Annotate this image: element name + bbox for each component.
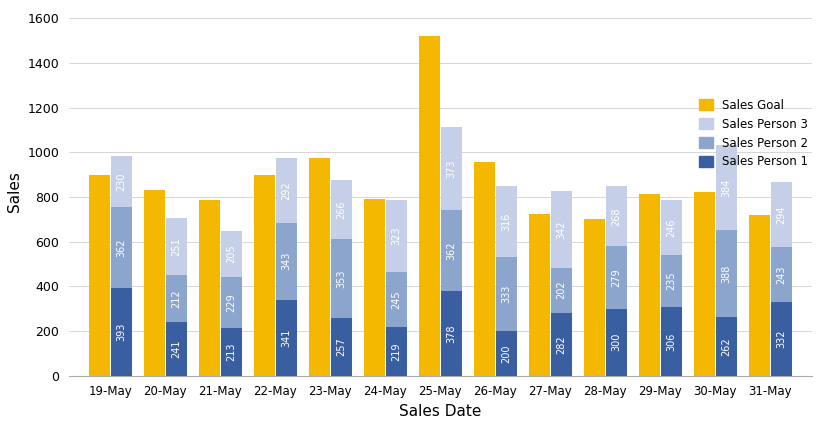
Text: 384: 384 [722,178,731,197]
Bar [551,313,572,376]
Text: 229: 229 [226,293,237,312]
Bar [716,145,737,230]
Bar [716,230,737,317]
Bar [221,328,242,376]
Bar [551,268,572,313]
Text: 241: 241 [171,340,181,358]
Bar [386,200,407,272]
Bar [694,193,715,376]
Bar [771,302,792,376]
Text: 373: 373 [446,159,456,178]
Bar [496,256,517,331]
Text: 205: 205 [226,245,237,263]
Text: 292: 292 [282,181,292,199]
Bar [441,127,462,210]
Bar [529,214,550,376]
Text: 343: 343 [282,252,292,271]
Text: 200: 200 [501,344,511,363]
Bar [386,327,407,376]
Bar [496,186,517,256]
Text: 294: 294 [776,205,786,224]
Bar [276,299,296,376]
Bar [749,215,770,376]
Bar [771,247,792,302]
Text: 341: 341 [282,328,292,347]
Bar [771,181,792,247]
Bar [166,219,187,274]
Bar [661,200,681,255]
Bar [419,36,440,376]
Text: 246: 246 [667,218,676,236]
Bar [144,190,165,376]
Text: 333: 333 [501,285,511,303]
Bar [474,162,495,376]
Text: 230: 230 [116,172,126,190]
Text: 362: 362 [116,238,126,257]
Bar [166,274,187,322]
Text: 219: 219 [391,342,401,360]
Bar [331,180,352,239]
Bar [111,288,132,376]
Text: 362: 362 [446,242,456,260]
Bar [221,231,242,277]
Text: 323: 323 [391,227,401,245]
Bar [441,210,462,291]
Text: 353: 353 [337,270,346,288]
Bar [276,158,296,223]
Bar [89,175,110,376]
Text: 393: 393 [116,322,126,341]
Bar [111,155,132,207]
Text: 243: 243 [776,265,786,284]
Text: 202: 202 [556,281,567,299]
Text: 316: 316 [501,212,511,230]
Y-axis label: Sales: Sales [7,171,22,212]
Bar [364,199,385,376]
Text: 266: 266 [337,201,346,219]
Bar [331,239,352,318]
Bar [221,277,242,328]
Text: 388: 388 [722,265,731,283]
Bar [661,255,681,308]
Text: 268: 268 [611,207,622,226]
Text: 300: 300 [611,333,622,351]
Text: 342: 342 [556,220,567,239]
X-axis label: Sales Date: Sales Date [399,404,482,419]
Bar [606,309,627,376]
Bar [584,219,604,376]
Bar [606,246,627,309]
Text: 212: 212 [171,289,181,308]
Bar [441,291,462,376]
Text: 332: 332 [776,329,786,348]
Bar [331,318,352,376]
Text: 378: 378 [446,324,456,343]
Text: 257: 257 [337,338,346,357]
Text: 282: 282 [556,335,567,354]
Text: 245: 245 [391,290,401,309]
Bar [309,158,330,376]
Bar [716,317,737,376]
Text: 306: 306 [667,332,676,351]
Text: 251: 251 [171,237,181,256]
Bar [496,331,517,376]
Text: 262: 262 [722,337,731,356]
Bar [199,200,219,376]
Bar [166,322,187,376]
Bar [606,187,627,246]
Bar [551,191,572,268]
Bar [276,223,296,299]
Text: 213: 213 [226,343,237,361]
Legend: Sales Goal, Sales Person 3, Sales Person 2, Sales Person 1: Sales Goal, Sales Person 3, Sales Person… [694,94,813,173]
Bar [386,272,407,327]
Text: 235: 235 [667,272,676,291]
Bar [254,175,275,376]
Text: 279: 279 [611,268,622,287]
Bar [639,193,660,376]
Bar [661,308,681,376]
Bar [111,207,132,288]
